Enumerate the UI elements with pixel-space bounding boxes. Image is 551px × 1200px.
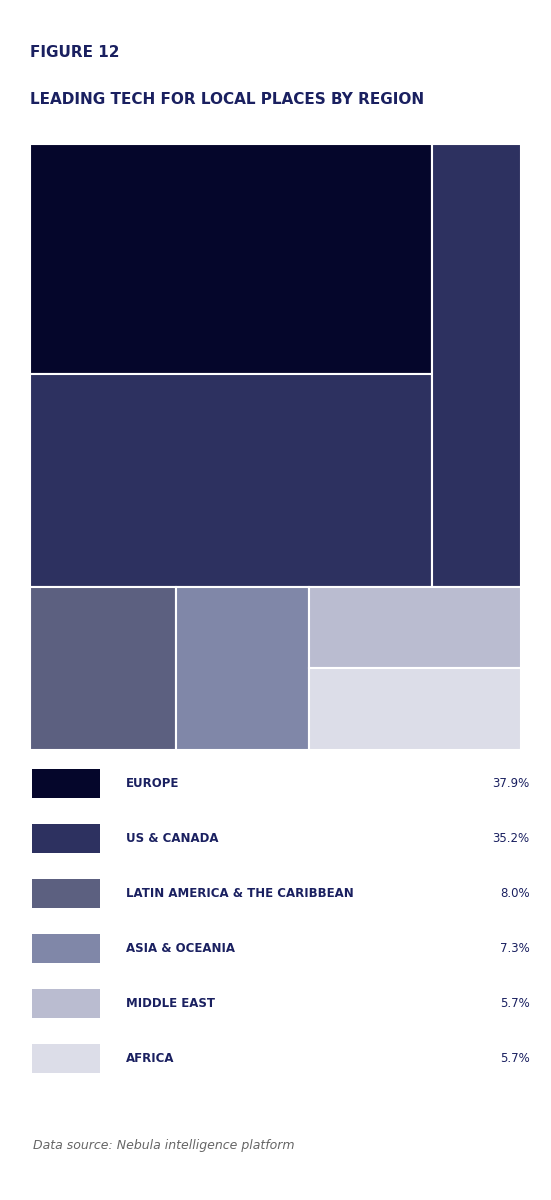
- Bar: [30, 587, 176, 750]
- Bar: [33, 934, 100, 962]
- Bar: [433, 144, 521, 587]
- Text: LEADING TECH FOR LOCAL PLACES BY REGION: LEADING TECH FOR LOCAL PLACES BY REGION: [30, 92, 424, 108]
- Text: Data source: Nebula intelligence platform: Data source: Nebula intelligence platfor…: [33, 1139, 295, 1152]
- Text: US & CANADA: US & CANADA: [126, 832, 218, 845]
- Bar: [30, 373, 433, 587]
- Text: ASIA & OCEANIA: ASIA & OCEANIA: [126, 942, 235, 955]
- Bar: [33, 880, 100, 907]
- Bar: [33, 824, 100, 853]
- Bar: [33, 1044, 100, 1073]
- Text: AFRICA: AFRICA: [126, 1052, 174, 1066]
- Text: 37.9%: 37.9%: [493, 778, 530, 790]
- Text: 5.7%: 5.7%: [500, 997, 530, 1010]
- Bar: [30, 144, 433, 373]
- Bar: [309, 587, 521, 668]
- Text: 8.0%: 8.0%: [500, 887, 530, 900]
- Text: FIGURE 12: FIGURE 12: [30, 44, 120, 60]
- Bar: [33, 989, 100, 1018]
- Bar: [309, 668, 521, 750]
- Text: 5.7%: 5.7%: [500, 1052, 530, 1066]
- Text: 7.3%: 7.3%: [500, 942, 530, 955]
- Text: 35.2%: 35.2%: [493, 832, 530, 845]
- Text: MIDDLE EAST: MIDDLE EAST: [126, 997, 215, 1010]
- Text: EUROPE: EUROPE: [126, 778, 179, 790]
- Bar: [33, 769, 100, 798]
- Bar: [176, 587, 309, 750]
- Text: LATIN AMERICA & THE CARIBBEAN: LATIN AMERICA & THE CARIBBEAN: [126, 887, 353, 900]
